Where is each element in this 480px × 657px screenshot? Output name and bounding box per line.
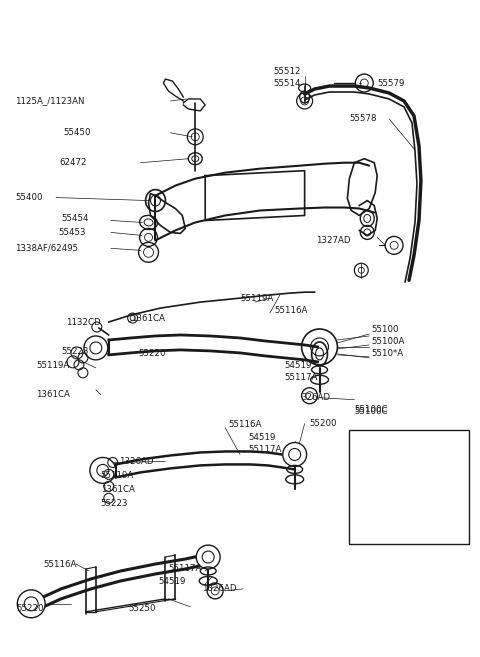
Text: 54519: 54519: [158, 578, 186, 587]
Text: 55454: 55454: [61, 214, 88, 223]
Text: 1338AF/62495: 1338AF/62495: [15, 244, 78, 253]
Text: 55117A: 55117A: [394, 471, 429, 480]
Text: 55100A: 55100A: [371, 338, 405, 346]
Bar: [349, 430, 468, 544]
Text: 55117A: 55117A: [248, 445, 281, 454]
Text: 62472: 62472: [59, 158, 86, 167]
Text: 1361CA: 1361CA: [131, 313, 165, 323]
Text: 55514: 55514: [274, 79, 301, 87]
Text: 55100C: 55100C: [354, 405, 388, 414]
Text: 1125A_/1123AN: 1125A_/1123AN: [15, 97, 85, 106]
Text: 55116A: 55116A: [275, 306, 308, 315]
Text: 55119A: 55119A: [240, 294, 273, 303]
Text: 1326AD: 1326AD: [119, 457, 153, 466]
Text: 55400: 55400: [15, 193, 43, 202]
Text: 55250: 55250: [129, 604, 156, 614]
Text: 55200: 55200: [310, 419, 337, 428]
Text: 1327AD: 1327AD: [315, 236, 350, 245]
Text: 55116A: 55116A: [228, 420, 262, 429]
Text: 326AD: 326AD: [301, 393, 331, 402]
Text: 55119A: 55119A: [36, 361, 70, 371]
Text: 54519: 54519: [285, 361, 312, 371]
Text: 55116A: 55116A: [43, 560, 76, 568]
Circle shape: [84, 336, 108, 360]
Text: 1326AD: 1326AD: [202, 584, 237, 593]
Text: 55579: 55579: [377, 79, 405, 87]
Text: 55453: 55453: [58, 228, 85, 237]
Text: 55512: 55512: [274, 66, 301, 76]
Circle shape: [360, 499, 379, 519]
Text: 55223: 55223: [101, 499, 128, 508]
Text: 1326AD: 1326AD: [394, 502, 430, 510]
Circle shape: [283, 443, 307, 466]
Text: 55100: 55100: [371, 325, 399, 334]
Text: 1361CA: 1361CA: [36, 390, 70, 399]
Circle shape: [17, 590, 45, 618]
Text: 55117A: 55117A: [285, 373, 318, 382]
Text: 55223: 55223: [61, 348, 88, 356]
Text: 55220: 55220: [16, 604, 44, 614]
Text: 1132CD: 1132CD: [66, 317, 101, 327]
Text: 55220: 55220: [139, 350, 166, 358]
Circle shape: [196, 545, 220, 569]
Circle shape: [90, 457, 116, 484]
Text: 55100C: 55100C: [354, 407, 388, 416]
Text: 55450: 55450: [63, 128, 91, 137]
Text: 5510*A: 5510*A: [371, 350, 403, 358]
Text: 55119A: 55119A: [101, 471, 134, 480]
Text: 1361CA: 1361CA: [101, 485, 135, 494]
Text: 55117A: 55117A: [168, 564, 202, 574]
Text: 55578: 55578: [349, 114, 377, 124]
Text: 54519: 54519: [248, 433, 276, 442]
Text: 54519: 54519: [394, 457, 423, 466]
